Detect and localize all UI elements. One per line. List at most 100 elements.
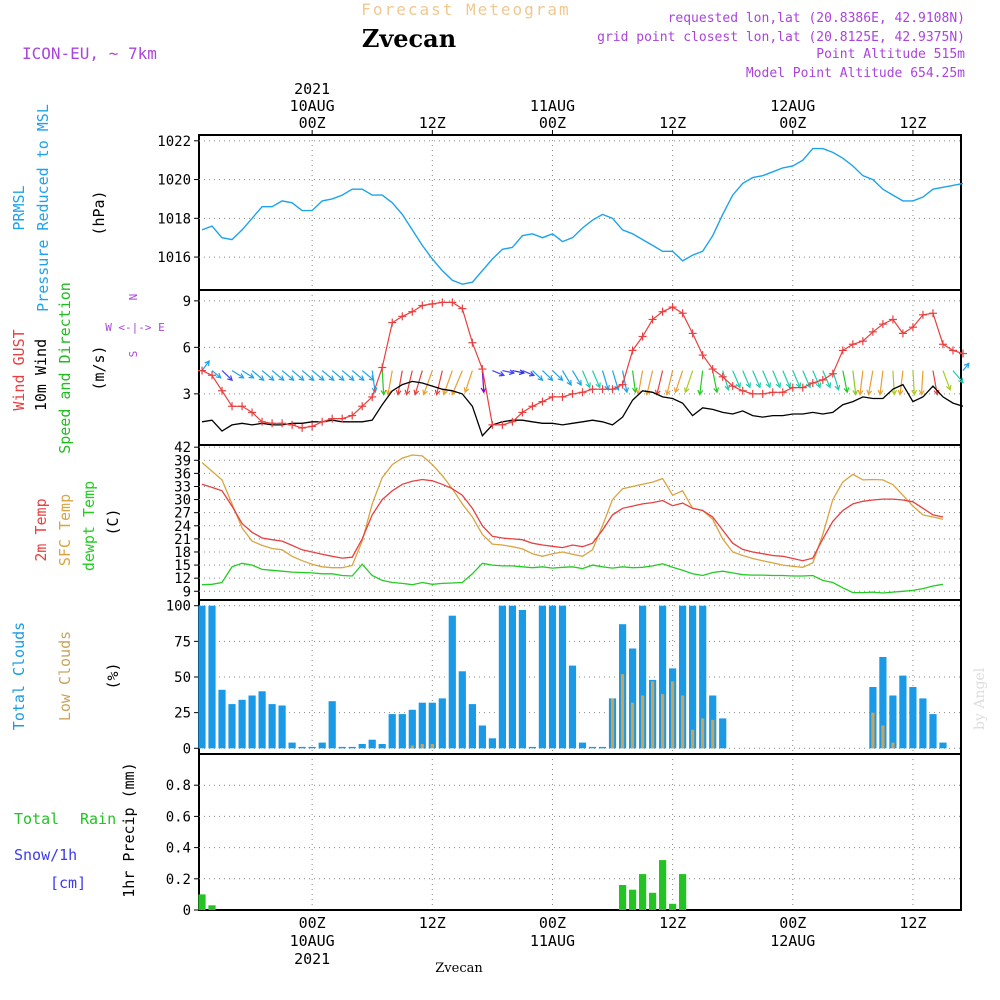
- compass-n: N: [127, 294, 140, 301]
- wind-arrow-head: [358, 375, 365, 382]
- wind-direction-arrow: [271, 370, 285, 381]
- wind-direction-arrow: [742, 370, 751, 388]
- wind-arrow-head: [775, 382, 781, 389]
- wind-direction-arrow: [311, 370, 325, 381]
- low-cloud-bar: [711, 719, 715, 749]
- low-cloud-bar: [620, 674, 625, 749]
- y-tick-label: 1022: [157, 134, 191, 150]
- watermark: by Angel: [972, 667, 988, 730]
- compass-we: W <-|-> E: [105, 321, 165, 334]
- y-tick-label: 50: [174, 670, 191, 686]
- wind-direction-arrow: [752, 370, 761, 388]
- wind-arrow-head: [557, 375, 564, 382]
- temp-labels: 2m Temp SFC Temp dewpt Temp (C): [32, 481, 122, 571]
- prmsl-label-long: Pressure Reduced to MSL: [34, 104, 52, 312]
- bottom-time-label: 2021: [294, 950, 330, 968]
- wind-direction-arrow: [782, 370, 791, 388]
- gust-label: Wind GUST: [10, 329, 28, 410]
- wind-direction-arrow: [892, 370, 895, 395]
- wind-direction-arrow: [251, 370, 264, 381]
- wind-direction-arrow: [443, 370, 453, 395]
- total-cloud-bar: [198, 605, 206, 749]
- top-time-label: 12Z: [899, 114, 926, 132]
- total-cloud-bar: [308, 746, 316, 749]
- wind-direction-arrow: [532, 370, 543, 381]
- total-cloud-bar: [258, 691, 266, 749]
- wind-direction-arrow: [772, 370, 781, 388]
- wind-direction-arrow: [920, 370, 924, 395]
- wind-arrow-head: [765, 382, 771, 389]
- dew-label: dewpt Temp: [80, 481, 98, 571]
- wind-arrow-head: [595, 382, 601, 389]
- wind-direction-arrow: [952, 370, 964, 383]
- wind-direction-arrow: [522, 370, 535, 376]
- wind-arrow-head: [328, 375, 335, 382]
- total-cloud-bar: [378, 744, 386, 749]
- wind-arrow-head: [268, 375, 275, 382]
- wind-direction-arrow: [387, 370, 393, 395]
- wind-arrow-head: [278, 375, 285, 382]
- wind-arrow-head: [442, 389, 448, 396]
- total-cloud-bar: [428, 702, 436, 749]
- y-tick-label: 1018: [157, 211, 191, 227]
- total-cloud-bar: [288, 742, 296, 749]
- total-cloud-bar: [318, 742, 326, 749]
- wind-direction-arrow: [932, 370, 938, 395]
- sfc-label: SFC Temp: [56, 494, 74, 566]
- panel-0: [198, 134, 962, 291]
- wind-arrow-head: [395, 389, 402, 396]
- panel-frame: [198, 444, 962, 601]
- bottom-time-label: 00Z: [539, 914, 566, 932]
- total-cloud-bar: [348, 746, 356, 749]
- rain-bar: [659, 860, 667, 910]
- y-tick-label: 42: [174, 440, 191, 456]
- total-cloud-label: Total Clouds: [10, 622, 28, 730]
- wind-arrow-head: [891, 389, 898, 396]
- wind-direction-arrow: [646, 370, 654, 395]
- wind-arrow-head: [911, 389, 918, 396]
- total-cloud-bar: [508, 605, 516, 749]
- wind-arrow-head: [745, 382, 751, 389]
- y-tick-label: 100: [166, 599, 191, 615]
- y-tick-label: 36: [174, 466, 191, 482]
- y-tick-label: 21: [174, 532, 191, 548]
- snow-label: Snow/1h: [14, 846, 77, 864]
- wind-arrow-head: [298, 375, 305, 382]
- total-cloud-bar: [238, 699, 246, 749]
- wind-arrow-head: [508, 369, 516, 376]
- wind-direction-arrow: [842, 370, 848, 393]
- rain-bar: [669, 903, 677, 910]
- wind-direction-arrow: [351, 370, 365, 381]
- rain-bar: [619, 885, 627, 910]
- wind-direction-arrow: [435, 370, 443, 395]
- wind-line: [201, 380, 964, 437]
- wind-arrow-head: [463, 387, 470, 394]
- wind-direction-arrow: [699, 370, 704, 395]
- total-cloud-bar: [719, 718, 727, 749]
- y-tick-label: 75: [174, 634, 191, 650]
- cloud-units: (%): [104, 662, 122, 689]
- low-cloud-bar: [430, 744, 434, 749]
- wind-direction-arrow: [812, 370, 821, 388]
- wind-direction-arrow: [361, 370, 375, 381]
- wind-direction-arrow: [512, 370, 525, 374]
- panel-4: [198, 753, 962, 911]
- y-tick-label: 3: [183, 387, 191, 403]
- wind-arrow-head: [713, 387, 720, 394]
- bottom-time-label: 10AUG: [290, 932, 335, 950]
- wind-direction-arrow: [581, 370, 591, 388]
- total-cloud-bar: [408, 709, 416, 749]
- wind-direction-arrow: [201, 360, 210, 371]
- wind-arrow-head: [238, 373, 245, 379]
- total-cloud-bar: [208, 605, 216, 749]
- y-tick-label: 25: [174, 706, 191, 722]
- prmsl-line: [201, 147, 964, 285]
- wind-arrow-head: [318, 375, 325, 382]
- wind-arrow-head: [585, 382, 591, 389]
- top-time-label: 2021: [294, 80, 330, 98]
- wind-arrow-head: [918, 389, 925, 396]
- wind-direction-arrow: [712, 370, 718, 393]
- bottom-time-label: 12Z: [659, 914, 686, 932]
- total-cloud-bar: [699, 605, 707, 749]
- total-cloud-bar: [338, 746, 346, 749]
